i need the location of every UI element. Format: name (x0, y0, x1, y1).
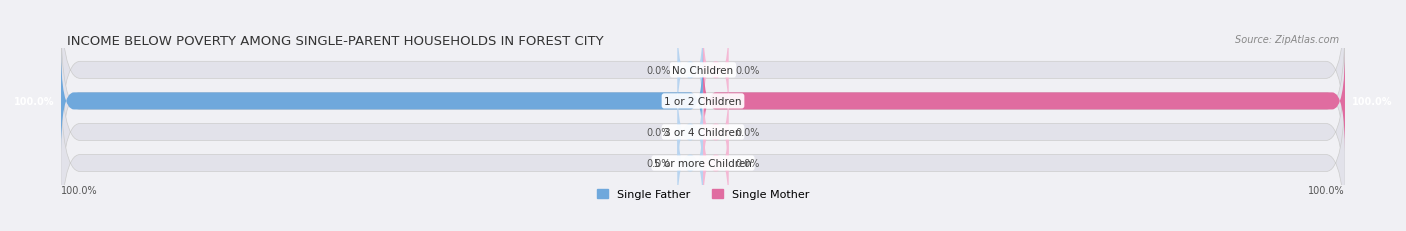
Text: 100.0%: 100.0% (1309, 185, 1346, 195)
Text: 0.0%: 0.0% (647, 158, 671, 168)
FancyBboxPatch shape (60, 17, 1346, 186)
Text: INCOME BELOW POVERTY AMONG SINGLE-PARENT HOUSEHOLDS IN FOREST CITY: INCOME BELOW POVERTY AMONG SINGLE-PARENT… (67, 35, 605, 48)
Text: No Children: No Children (672, 66, 734, 76)
Text: 0.0%: 0.0% (647, 66, 671, 76)
FancyBboxPatch shape (703, 79, 728, 186)
Text: 5 or more Children: 5 or more Children (654, 158, 752, 168)
Text: 0.0%: 0.0% (735, 66, 759, 76)
Text: Source: ZipAtlas.com: Source: ZipAtlas.com (1234, 35, 1339, 45)
FancyBboxPatch shape (678, 79, 703, 186)
FancyBboxPatch shape (60, 0, 1346, 155)
Legend: Single Father, Single Mother: Single Father, Single Mother (592, 185, 814, 204)
FancyBboxPatch shape (60, 48, 1346, 217)
FancyBboxPatch shape (60, 79, 1346, 231)
FancyBboxPatch shape (703, 110, 728, 217)
Text: 3 or 4 Children: 3 or 4 Children (664, 128, 742, 137)
FancyBboxPatch shape (703, 17, 728, 124)
FancyBboxPatch shape (703, 48, 1346, 155)
Text: 100.0%: 100.0% (14, 97, 55, 106)
Text: 1 or 2 Children: 1 or 2 Children (664, 97, 742, 106)
FancyBboxPatch shape (60, 48, 703, 155)
Text: 0.0%: 0.0% (735, 128, 759, 137)
FancyBboxPatch shape (678, 17, 703, 124)
FancyBboxPatch shape (678, 110, 703, 217)
Text: 100.0%: 100.0% (1351, 97, 1392, 106)
Text: 100.0%: 100.0% (60, 185, 97, 195)
Text: 0.0%: 0.0% (647, 128, 671, 137)
Text: 0.0%: 0.0% (735, 158, 759, 168)
